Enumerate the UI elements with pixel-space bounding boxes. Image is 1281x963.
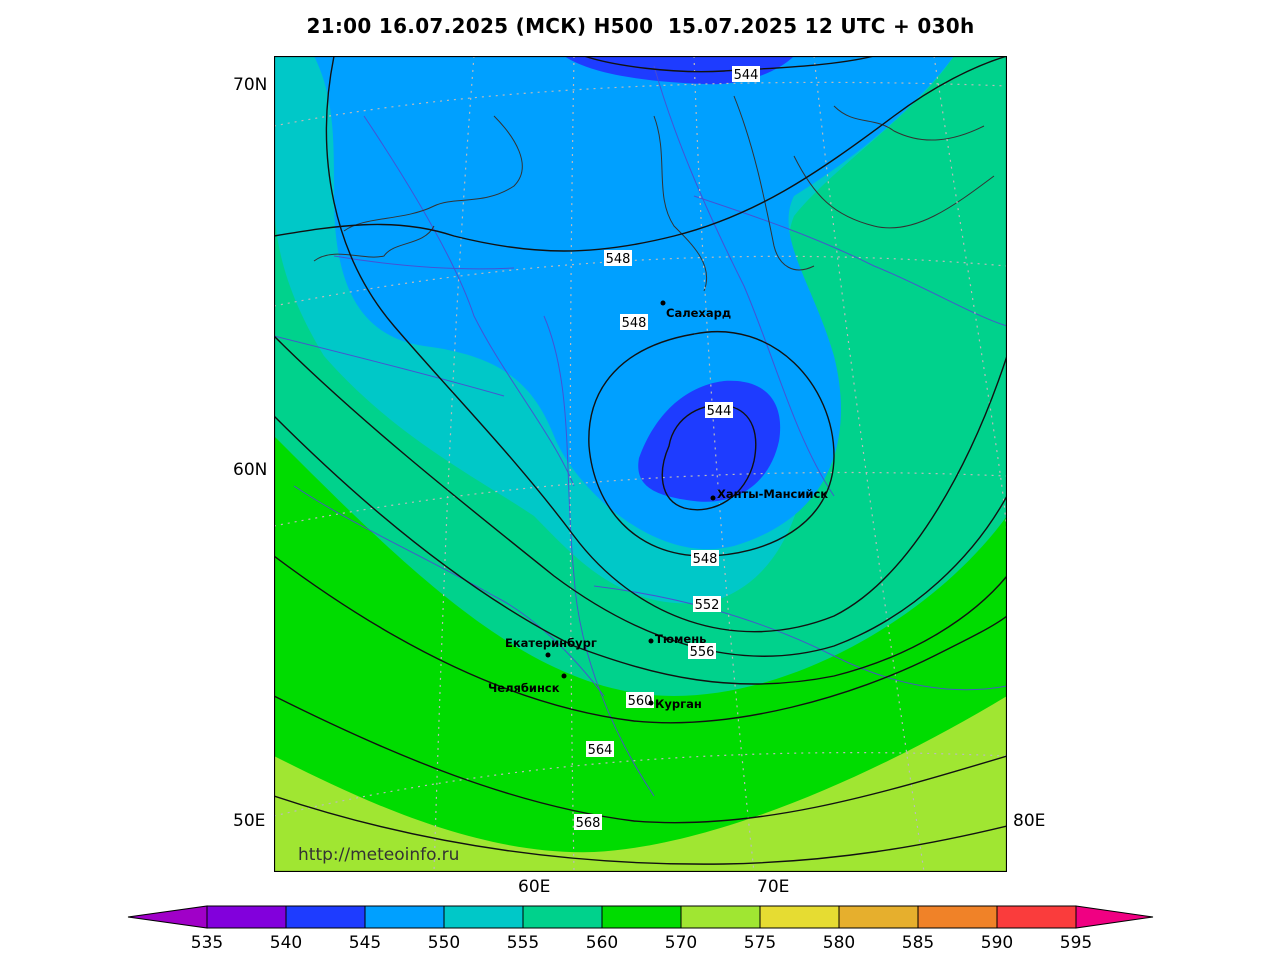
- colorbar-tick-label: 570: [665, 933, 697, 953]
- svg-text:548: 548: [606, 252, 631, 267]
- svg-text:556: 556: [690, 645, 715, 660]
- contour-label: 552: [693, 596, 721, 613]
- contour-label: 556: [688, 643, 716, 660]
- colorbar-tick-label: 535: [191, 933, 223, 953]
- svg-text:544: 544: [734, 68, 759, 83]
- colorbar-tick-label: 560: [586, 933, 618, 953]
- svg-text:564: 564: [588, 743, 613, 758]
- contour-label: 564: [586, 741, 614, 758]
- colorbar-tick-label: 555: [507, 933, 539, 953]
- lon-label-80e: 80E: [1013, 811, 1046, 831]
- colorbar-tick-label: 585: [902, 933, 934, 953]
- city-salekhard: Салехард: [660, 300, 731, 320]
- colorbar-cell: [1075, 905, 1154, 929]
- contour-label: 568: [574, 814, 602, 831]
- city-kurgan: Курган: [648, 697, 702, 711]
- band-545-550: [314, 56, 954, 550]
- svg-text:Курган: Курган: [655, 697, 702, 711]
- colorbar-tick-label: 595: [1060, 933, 1092, 953]
- lat-label-60n: 60N: [233, 460, 268, 480]
- colorbar-cell: [206, 905, 287, 929]
- contour-label: 560: [626, 692, 654, 709]
- geopotential-map: 544 548 548 544 548 552 556 560 564 568 …: [274, 56, 1007, 872]
- colorbar-cell: [601, 905, 682, 929]
- lat-label-50e: 50E: [233, 811, 266, 831]
- contour-label: 548: [691, 550, 719, 567]
- colorbar-cell: [364, 905, 445, 929]
- contour-label: 548: [620, 314, 648, 331]
- svg-text:Ханты-Мансийск: Ханты-Мансийск: [717, 487, 828, 501]
- contour-label: 548: [604, 250, 632, 267]
- colorbar-cell: [443, 905, 524, 929]
- svg-text:Тюмень: Тюмень: [655, 632, 706, 646]
- colorbar-tick-label: 540: [270, 933, 302, 953]
- colorbar-cell: [127, 905, 208, 929]
- lon-label-70e: 70E: [757, 877, 790, 897]
- city-khanty-mansiysk: Ханты-Мансийск: [710, 487, 828, 501]
- colorbar-tick-label: 550: [428, 933, 460, 953]
- svg-text:552: 552: [695, 598, 720, 613]
- colorbar-tick-label: 575: [744, 933, 776, 953]
- svg-text:548: 548: [622, 316, 647, 331]
- lat-label-70n: 70N: [233, 75, 268, 95]
- colorbar-cell: [996, 905, 1077, 929]
- city-tyumen: Тюмень: [648, 632, 706, 646]
- svg-text:568: 568: [576, 816, 601, 831]
- colorbar-tick-label: 545: [349, 933, 381, 953]
- svg-text:Екатеринбург: Екатеринбург: [505, 636, 597, 650]
- svg-text:548: 548: [693, 552, 718, 567]
- colorbar-cell: [680, 905, 761, 929]
- watermark-url: http://meteoinfo.ru: [298, 845, 460, 865]
- city-yekaterinburg: Екатеринбург: [505, 636, 597, 658]
- colorbar-tick-label: 580: [823, 933, 855, 953]
- svg-text:560: 560: [628, 694, 653, 709]
- colorbar-cell: [838, 905, 919, 929]
- contour-label: 544: [705, 402, 733, 419]
- lon-label-60e: 60E: [518, 877, 551, 897]
- band-540-545: [638, 380, 781, 502]
- colorbar-cell: [917, 905, 998, 929]
- city-chelyabinsk: Челябинск: [488, 673, 567, 695]
- svg-text:Салехард: Салехард: [666, 306, 731, 320]
- colorbar-cell: [759, 905, 840, 929]
- contour-label: 544: [732, 66, 760, 83]
- colorbar-tick-label: 590: [981, 933, 1013, 953]
- svg-text:Челябинск: Челябинск: [488, 681, 560, 695]
- colorbar-cell: [522, 905, 603, 929]
- svg-text:544: 544: [707, 404, 732, 419]
- colorbar-cell: [285, 905, 366, 929]
- map-title: 21:00 16.07.2025 (МСК) H500 15.07.2025 1…: [306, 14, 975, 38]
